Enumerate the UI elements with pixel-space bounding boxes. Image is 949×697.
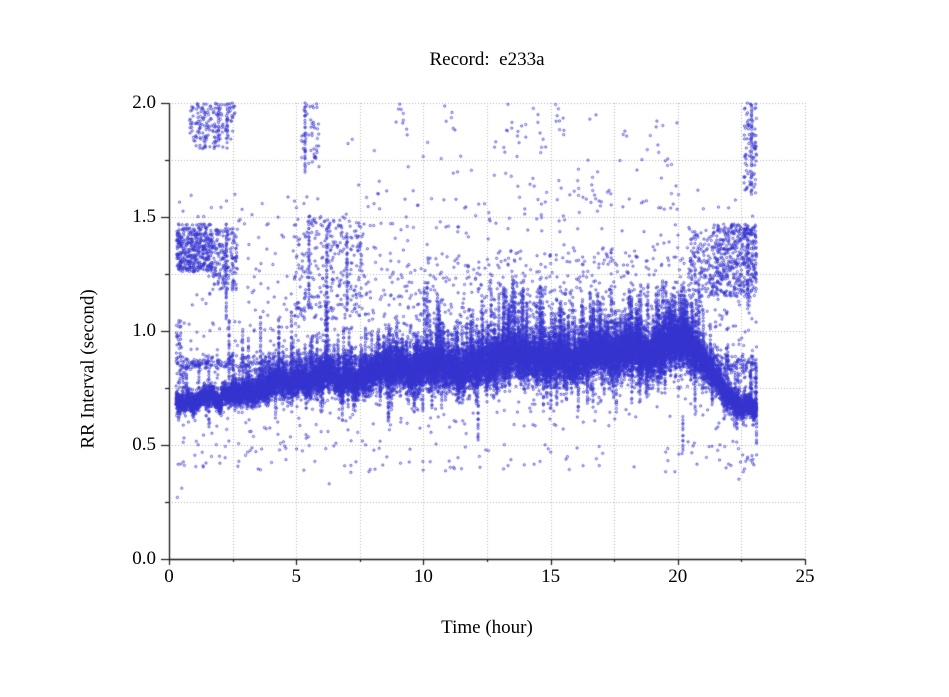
y-tick-label: 0.0 — [132, 548, 156, 569]
y-tick-label: 2.0 — [132, 92, 156, 113]
x-tick-label: 25 — [795, 566, 815, 587]
x-tick-label: 20 — [668, 566, 688, 587]
y-tick-label: 1.5 — [132, 206, 156, 227]
chart-title: Record: e233a — [429, 49, 545, 70]
y-axis-title: RR Interval (second) — [77, 289, 99, 449]
x-tick-label: 15 — [541, 566, 561, 587]
x-axis-title: Time (hour) — [441, 617, 533, 638]
y-tick-label: 1.0 — [132, 320, 156, 341]
x-tick-label: 5 — [291, 566, 301, 587]
x-tick-label: 10 — [413, 566, 433, 587]
x-tick-label: 0 — [164, 566, 174, 587]
y-tick-label: 0.5 — [132, 434, 156, 455]
